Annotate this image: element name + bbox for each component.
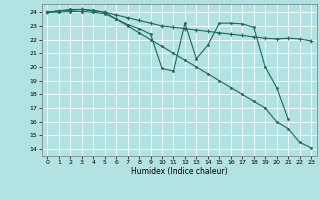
X-axis label: Humidex (Indice chaleur): Humidex (Indice chaleur) <box>131 167 228 176</box>
